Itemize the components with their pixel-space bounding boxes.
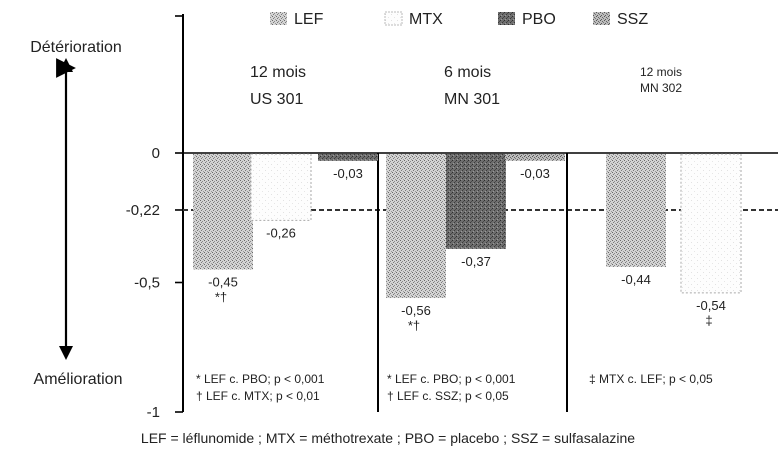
axis-bottom-label: Amélioration	[34, 371, 123, 388]
group-title-line1: 12 mois	[250, 64, 306, 81]
bar-value-label: -0,03	[333, 166, 363, 181]
group-title-line2: MN 301	[444, 91, 500, 108]
legend-label-mtx: MTX	[409, 11, 443, 28]
bar-significance-marker: *†	[408, 318, 420, 333]
bar-value-label: -0,56	[401, 303, 431, 318]
bar-pbo	[318, 154, 378, 161]
legend-swatch-ssz	[593, 12, 610, 25]
group-title-line1: 12 mois	[640, 65, 682, 79]
significance-note: † LEF c. SSZ; p < 0,05	[387, 389, 509, 403]
bar-mtx	[680, 153, 742, 294]
legend-label-lef: LEF	[294, 11, 324, 28]
significance-note: * LEF c. PBO; p < 0,001	[387, 372, 516, 386]
significance-note: * LEF c. PBO; p < 0,001	[196, 372, 325, 386]
bar-value-label: -0,44	[621, 272, 651, 287]
bar-value-label: -0,37	[461, 254, 491, 269]
group-title-line2: US 301	[250, 91, 303, 108]
arrow-up-head	[59, 58, 73, 72]
bar-ssz	[505, 154, 565, 161]
group-title-line1: 6 mois	[444, 64, 491, 81]
legend-swatch-lef	[270, 12, 287, 25]
y-tick-label: -1	[147, 404, 160, 421]
legend-swatch-pbo	[498, 12, 515, 25]
bar-lef	[386, 154, 446, 299]
bar-significance-marker: ‡	[705, 313, 712, 328]
bar-lef	[606, 154, 666, 267]
legend-label-ssz: SSZ	[617, 11, 648, 28]
significance-note: † LEF c. MTX; p < 0,01	[196, 389, 320, 403]
y-tick-label: -0,5	[134, 275, 160, 292]
bar-value-label: -0,26	[266, 225, 296, 240]
legend-swatch-mtx	[384, 11, 403, 26]
arrow-down-head	[59, 346, 73, 360]
chart-caption: LEF = léflunomide ; MTX = méthotrexate ;…	[141, 430, 635, 446]
y-tick-label: -0,22	[126, 202, 160, 219]
bar-mtx	[250, 153, 312, 221]
bar-lef	[193, 154, 253, 270]
axis-top-label: Détérioration	[30, 39, 122, 56]
bar-value-label: -0,54	[696, 298, 726, 313]
significance-note: ‡ MTX c. LEF; p < 0,05	[589, 372, 713, 386]
bar-significance-marker: *†	[215, 290, 227, 305]
bar-pbo	[446, 154, 506, 249]
group-title-line2: MN 302	[640, 81, 682, 95]
bar-value-label: -0,03	[520, 166, 550, 181]
y-tick-label: 0	[152, 145, 160, 162]
legend-label-pbo: PBO	[522, 11, 556, 28]
bar-value-label: -0,45	[208, 275, 238, 290]
